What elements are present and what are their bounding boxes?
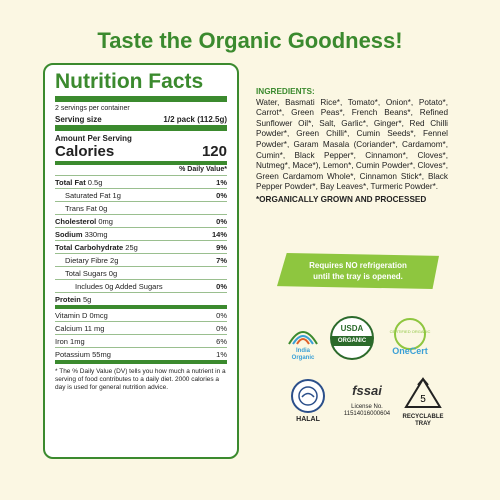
ingredients-title: INGREDIENTS:: [256, 87, 315, 96]
nutrient-amount: 330mg: [84, 229, 108, 239]
onecert-wordmark: OneCert: [392, 346, 428, 356]
nutrient-row: Total Carbohydrate 25g 9%: [55, 241, 227, 254]
recyclable-tray-logo: 5 RECYCLABLE TRAY: [398, 375, 448, 432]
nutrient-row: Calcium 11 mg 0%: [55, 322, 227, 335]
nutrient-label: Iron: [55, 336, 68, 346]
amount-per-serving: Amount Per Serving: [55, 134, 132, 143]
india-organic-label: India Organic: [291, 348, 315, 361]
nutrient-amount: 0mcg: [89, 310, 108, 320]
nutrition-facts-panel: Nutrition Facts 2 servings per container…: [43, 63, 239, 459]
nutrient-row: Total Sugars 0g: [55, 267, 227, 280]
nutrient-amount: 0g: [98, 203, 108, 213]
nutrient-row: Includes 0g Added Sugars 0%: [55, 280, 227, 293]
nutrient-label: Dietary Fibre: [65, 255, 108, 265]
refrigeration-banner: Requires NO refrigeration until the tray…: [277, 253, 439, 289]
nutrient-dv: 1%: [216, 349, 227, 359]
nutrient-dv: 0%: [216, 323, 227, 333]
nutrient-row: Sodium 330mg 14%: [55, 228, 227, 241]
nutrient-amount: 1mg: [70, 336, 85, 346]
headline: Taste the Organic Goodness!: [97, 28, 403, 53]
nutrient-row: Vitamin D 0mcg 0%: [55, 309, 227, 322]
nutrient-amount: 1g: [112, 190, 121, 200]
onecert-ring-text: CERTIFIED ORGANIC: [389, 329, 431, 334]
halal-logo: HALAL: [290, 378, 326, 430]
nutrient-amount: 55mg: [92, 349, 111, 359]
nutrient-row: Saturated Fat 1g 0%: [55, 189, 227, 202]
nutrient-amount: 11 mg: [84, 323, 105, 333]
nutrient-label: Saturated Fat: [65, 190, 111, 200]
nutrient-label: Trans Fat: [65, 203, 97, 213]
nutrient-row: Trans Fat 0g: [55, 202, 227, 215]
nutrient-label: Total Carbohydrate: [55, 242, 124, 252]
nutrient-amount: 0mg: [98, 216, 113, 226]
calories-label: Calories: [55, 143, 115, 160]
nutrient-amount: 25g: [125, 242, 138, 252]
fssai-license-label: License No.: [351, 404, 383, 410]
refrigeration-line-1: Requires NO refrigeration: [309, 261, 407, 270]
nutrient-dv: 0%: [216, 190, 227, 200]
nutrient-row: Dietary Fibre 2g 7%: [55, 254, 227, 267]
nutrition-facts-title: Nutrition Facts: [55, 70, 227, 102]
nutrient-row: Potassium 55mg 1%: [55, 348, 227, 364]
organic-note: *ORGANICALLY GROWN AND PROCESSED: [256, 194, 427, 204]
fssai-logo: fssai License No. 11514016000604: [342, 380, 392, 432]
nutrient-amount: 0g: [108, 268, 118, 278]
onecert-logo: CERTIFIED ORGANIC OneCert: [380, 318, 440, 358]
fssai-wordmark: fssai: [352, 383, 382, 398]
onecert-ring-icon: [394, 318, 426, 350]
halal-icon: [291, 379, 325, 413]
nutrient-row: Cholesterol 0mg 0%: [55, 215, 227, 228]
nutrient-label: Vitamin D: [55, 310, 88, 320]
ingredients-block: INGREDIENTS: Water, Basmati Rice*, Tomat…: [256, 87, 448, 206]
fssai-license-number: 11514016000604: [343, 411, 391, 417]
nutrient-label: Protein: [55, 294, 81, 304]
nutrient-label: Total Fat: [55, 177, 86, 187]
india-organic-icon: [288, 331, 318, 345]
nutrient-dv: 14%: [211, 229, 227, 239]
serving-size-row: Serving size 1/2 pack (112.5g): [55, 113, 227, 131]
nutrient-dv: 0%: [216, 281, 227, 291]
nutrient-amount: 0.5g: [87, 177, 103, 187]
nutrient-label: Calcium: [55, 323, 83, 333]
nutrient-amount: 5g: [82, 294, 92, 304]
nutrient-label: Potassium: [55, 349, 91, 359]
nutrient-label: Includes 0g Added Sugars: [75, 281, 163, 291]
nutrient-dv: 0%: [216, 310, 227, 320]
refrigeration-line-2: until the tray is opened.: [313, 272, 403, 281]
serving-size-value: 1/2 pack (112.5g): [163, 114, 227, 124]
nutrient-label: Sodium: [55, 229, 83, 239]
halal-label: HALAL: [296, 416, 320, 423]
nutrient-row: Iron 1mg 6%: [55, 335, 227, 348]
nutrient-dv: 9%: [216, 242, 227, 252]
india-organic-logo: India Organic: [285, 318, 321, 361]
usda-organic-band: ORGANIC: [332, 336, 372, 346]
nutrient-label: Total Sugars: [65, 268, 107, 278]
serving-size-label: Serving size: [55, 114, 102, 124]
nutrient-row: Total Fat 0.5g 1%: [55, 176, 227, 189]
usda-organic-logo: USDA ORGANIC: [330, 316, 374, 360]
nutrient-dv: 1%: [216, 177, 227, 187]
daily-value-header: % Daily Value*: [55, 165, 227, 176]
calories-row: Calories 120: [55, 143, 227, 165]
nutrient-dv: 0%: [216, 216, 227, 226]
nutrient-dv: 7%: [216, 255, 227, 265]
calories-value: 120: [201, 143, 227, 160]
nutrient-amount: 2g: [110, 255, 119, 265]
nutrient-label: Cholesterol: [55, 216, 97, 226]
servings-per-container: 2 servings per container: [55, 105, 130, 112]
daily-value-footnote: * The % Daily Value (DV) tells you how m…: [55, 368, 226, 391]
ingredients-text: Water, Basmati Rice*, Tomato*, Onion*, P…: [256, 97, 448, 192]
nutrient-dv: 6%: [216, 336, 227, 346]
nutrient-row: Protein 5g: [55, 293, 227, 309]
recycle-number: 5: [420, 394, 426, 405]
recycle-label: RECYCLABLE TRAY: [402, 414, 444, 427]
recycle-icon: 5: [404, 377, 442, 408]
usda-text: USDA: [340, 324, 364, 333]
